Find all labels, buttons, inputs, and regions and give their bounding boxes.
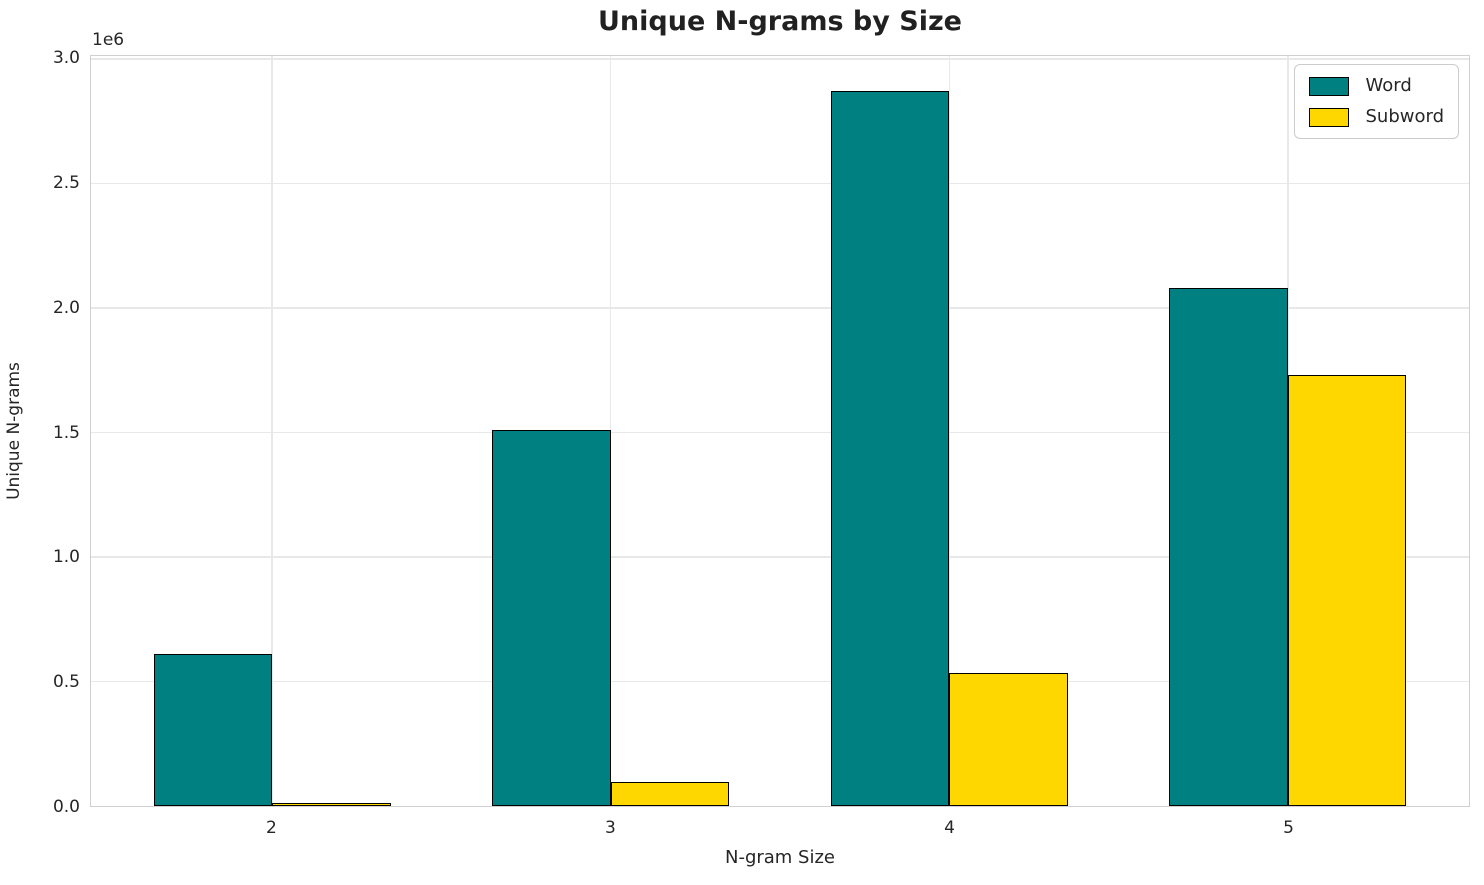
legend-label-subword: Subword: [1365, 106, 1444, 127]
gridline-horizontal: [91, 182, 1469, 185]
plot-canvas: [91, 58, 1469, 806]
bar-word-5: [1169, 288, 1288, 806]
gridline-vertical: [271, 56, 273, 806]
gridline-horizontal: [91, 680, 1469, 683]
legend-swatch-subword: [1309, 107, 1350, 127]
bar-word-3: [492, 430, 611, 806]
gridline-vertical: [948, 56, 951, 806]
legend-swatch-word: [1309, 76, 1350, 96]
legend-entry-subword: Subword: [1309, 107, 1444, 127]
y-tick-label: 2.5: [52, 172, 80, 193]
bar-subword-2: [272, 803, 391, 806]
bar-word-4: [830, 91, 950, 806]
y-axis-label: Unique N-grams: [4, 362, 24, 500]
gridline-horizontal: [91, 431, 1469, 434]
x-tick-label: 5: [1283, 818, 1295, 838]
bar-subword-4: [949, 672, 1068, 806]
legend: Word Subword: [1294, 64, 1459, 139]
bar-word-2: [153, 654, 273, 806]
x-tick-label: 3: [605, 818, 616, 838]
legend-entry-word: Word: [1309, 76, 1444, 96]
legend-label-word: Word: [1365, 75, 1412, 96]
y-tick-label: 3.0: [52, 48, 80, 68]
plot-area: Word Subword: [90, 55, 1470, 807]
bar-subword-3: [610, 782, 730, 806]
chart-title: Unique N-grams by Size: [598, 6, 962, 37]
x-axis-label: N-gram Size: [724, 847, 836, 868]
y-axis-offset-label: 1e6: [92, 30, 125, 50]
gridline-horizontal: [91, 307, 1469, 309]
y-tick-label: 0.0: [52, 797, 80, 817]
gridline-horizontal: [91, 58, 1469, 60]
x-tick-label: 4: [944, 818, 955, 838]
gridline-vertical: [609, 56, 612, 806]
gridline-horizontal: [91, 556, 1469, 558]
y-tick-label: 1.5: [52, 422, 80, 443]
bar-subword-5: [1287, 375, 1407, 806]
x-tick-label: 2: [265, 818, 277, 838]
y-tick-label: 0.5: [52, 672, 80, 693]
y-tick-label: 2.0: [52, 297, 80, 318]
y-tick-label: 1.0: [52, 547, 80, 568]
